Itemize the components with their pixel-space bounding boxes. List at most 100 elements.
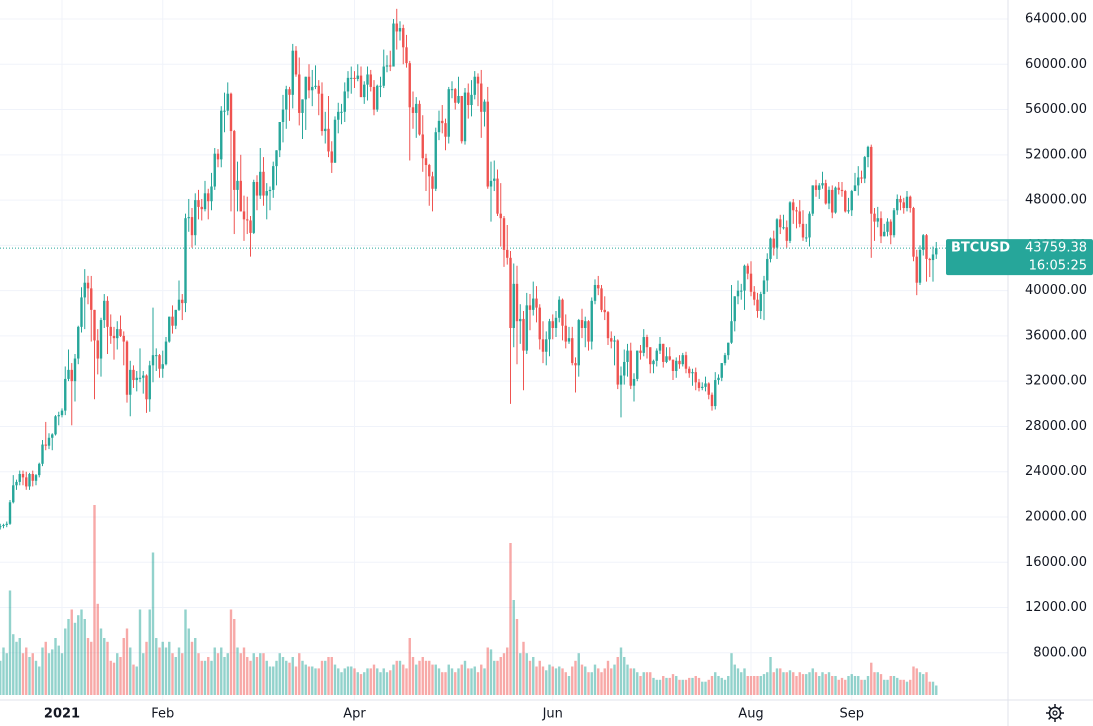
candle-body xyxy=(558,299,561,318)
candle-body xyxy=(129,369,132,395)
volume-bar xyxy=(216,653,220,695)
volume-bar xyxy=(418,660,421,695)
candle-body xyxy=(548,321,551,340)
candle-body xyxy=(515,283,519,322)
settings-icon[interactable] xyxy=(1046,704,1064,722)
volume-bar xyxy=(909,679,912,695)
candle-body xyxy=(723,355,727,364)
candle-body xyxy=(249,220,252,233)
volume-bar xyxy=(164,647,168,695)
candle-body xyxy=(34,475,38,481)
volume-bar xyxy=(90,641,93,695)
volume-bar xyxy=(551,666,554,695)
volume-bar xyxy=(691,677,694,695)
candle-body xyxy=(119,329,122,336)
candle-body xyxy=(463,92,467,142)
volume-bar xyxy=(181,653,184,695)
volume-bar xyxy=(15,641,18,695)
y-tick-label: 24000.00 xyxy=(1025,464,1087,479)
volume-bar xyxy=(80,609,83,695)
candle-body xyxy=(112,335,116,339)
candle-body xyxy=(863,157,866,179)
candle-body xyxy=(207,193,210,202)
candle-body xyxy=(873,213,876,222)
candle-body xyxy=(164,341,168,365)
volume-bar xyxy=(340,672,343,695)
candle-body xyxy=(60,410,64,416)
candle-body xyxy=(889,221,892,236)
candle-body xyxy=(704,383,707,387)
candle-body xyxy=(447,89,450,137)
candle-body xyxy=(103,300,106,321)
candle-body xyxy=(538,307,541,340)
volume-bar xyxy=(772,672,775,695)
volume-bar xyxy=(795,676,798,695)
volume-bar xyxy=(662,676,665,695)
volume-bar xyxy=(415,664,418,695)
candle-body xyxy=(15,481,18,486)
volume-bar xyxy=(779,668,782,695)
volume-bar xyxy=(918,672,922,695)
candle-body xyxy=(428,165,431,177)
candle-body xyxy=(402,28,405,48)
volume-bar xyxy=(252,653,255,695)
volume-bar xyxy=(8,590,12,695)
volume-bar xyxy=(753,676,756,695)
volume-bar xyxy=(863,679,866,695)
candle-body xyxy=(870,146,873,214)
volume-bar xyxy=(171,653,174,695)
candle-body xyxy=(376,85,379,110)
volume-bar xyxy=(376,668,379,695)
volume-bar xyxy=(372,664,376,695)
candle-body xyxy=(278,122,281,151)
candle-body xyxy=(623,361,626,376)
candle-body xyxy=(613,340,616,342)
candle-body xyxy=(272,166,275,190)
candle-body xyxy=(174,309,177,326)
volume-bar xyxy=(268,666,272,695)
volume-bar xyxy=(83,619,86,695)
candle-body xyxy=(77,326,80,359)
volume-bar xyxy=(64,628,67,695)
volume-bar xyxy=(827,672,831,695)
volume-bar xyxy=(210,660,213,695)
volume-bar xyxy=(723,679,727,695)
candle-body xyxy=(561,299,564,326)
volume-bar xyxy=(652,677,655,695)
volume-bar xyxy=(606,660,610,695)
candle-body xyxy=(18,473,21,482)
candle-body xyxy=(509,257,512,328)
candle-body xyxy=(827,189,831,204)
volume-bar xyxy=(922,674,925,695)
volume-bar xyxy=(866,676,870,695)
volume-bar xyxy=(626,664,629,695)
candle-body xyxy=(239,180,242,212)
volume-bar xyxy=(506,647,509,695)
volume-bar xyxy=(454,672,457,695)
candle-body xyxy=(291,50,294,95)
candle-body xyxy=(928,258,931,261)
volume-bar xyxy=(330,657,333,695)
volume-bar xyxy=(67,619,70,695)
candle-body xyxy=(197,200,200,207)
volume-bar xyxy=(434,664,437,695)
volume-bar xyxy=(522,641,525,695)
candle-body xyxy=(424,158,428,166)
candle-body xyxy=(619,375,623,385)
volume-bar xyxy=(41,647,44,695)
candle-body xyxy=(73,358,77,382)
candle-body xyxy=(632,378,636,386)
volume-bar xyxy=(424,660,428,695)
candle-body xyxy=(525,305,528,351)
candle-body xyxy=(483,101,486,112)
candle-body xyxy=(499,213,502,219)
volume-bar xyxy=(135,666,138,695)
volume-bar xyxy=(642,672,645,695)
candle-body xyxy=(5,523,8,525)
candle-body xyxy=(655,350,658,361)
volume-bar xyxy=(138,609,142,695)
candle-body xyxy=(629,350,632,386)
countdown-label: 16:05:25 xyxy=(1029,259,1087,274)
volume-bar xyxy=(571,666,574,695)
